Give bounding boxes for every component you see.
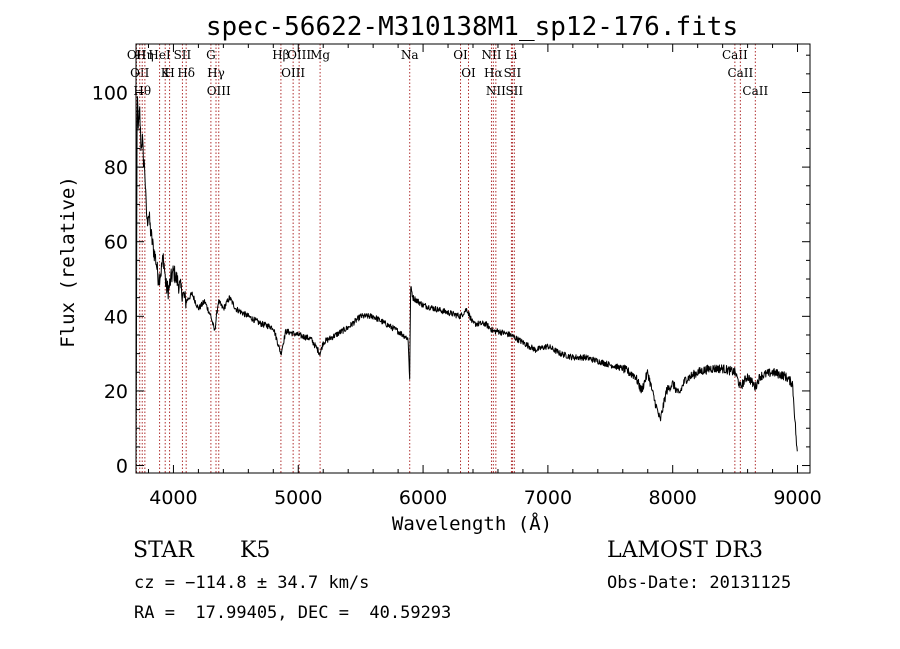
line-label: CaII (742, 84, 768, 98)
line-label: SII (174, 48, 192, 62)
line-label: H (164, 66, 174, 80)
flux-line (135, 96, 798, 463)
line-label: SII (504, 66, 522, 80)
line-label: OI (461, 66, 476, 80)
y-tick-label: 40 (104, 306, 128, 328)
line-label: OII (130, 66, 150, 80)
line-label: NII (481, 48, 501, 62)
class-label: STAR (133, 538, 194, 563)
line-label: Na (401, 48, 419, 62)
line-label: Hθ (133, 84, 151, 98)
line-label: Hδ (177, 66, 195, 80)
x-tick-label: 7000 (524, 487, 572, 509)
line-label: CaII (727, 66, 753, 80)
y-tick-label: 0 (116, 456, 128, 478)
line-label: CaII (722, 48, 748, 62)
line-label: SII (505, 84, 523, 98)
line-label: Mg (310, 48, 330, 62)
x-axis-label: Wavelength (Å) (392, 512, 552, 535)
subclass-label: K5 (240, 538, 271, 563)
line-label: Hη (136, 48, 154, 62)
x-tick-label: 8000 (649, 487, 697, 509)
flux-series (135, 96, 798, 463)
line-label: HeI (148, 48, 171, 62)
x-tick-label: 4000 (149, 487, 197, 509)
survey-label: LAMOST DR3 (607, 538, 763, 563)
y-tick-label: 100 (92, 82, 128, 104)
x-tick-label: 9000 (773, 487, 821, 509)
line-label: OIII (207, 84, 231, 98)
line-label: Hγ (207, 66, 225, 80)
line-label: Hα (484, 66, 503, 80)
x-tick-label: 6000 (399, 487, 447, 509)
coords-text: RA = 17.99405, DEC = 40.59293 (134, 603, 452, 623)
line-label: OI (453, 48, 468, 62)
line-label: K (161, 66, 171, 80)
axis-ticks: 4000 5000 6000 7000 8000 9000 0 20 40 60 80 100 (92, 44, 822, 509)
line-label: OIII (287, 48, 311, 62)
y-tick-label: 60 (104, 232, 128, 254)
obs-date-text: Obs-Date: 20131125 (607, 573, 792, 593)
chart-title: spec-56622-M310138M1_sp12-176.fits (206, 12, 738, 42)
redshift-text: cz = −114.8 ± 34.7 km/s (134, 573, 370, 593)
y-tick-label: 20 (104, 381, 128, 403)
line-label: Li (506, 48, 518, 62)
line-label: OIII (281, 66, 305, 80)
line-label: G (206, 48, 216, 62)
plot-frame (135, 43, 811, 474)
y-tick-label: 80 (104, 157, 128, 179)
line-label: Hβ (272, 48, 289, 62)
x-tick-label: 5000 (274, 487, 322, 509)
line-label: NII (486, 84, 506, 98)
y-axis-label: Flux (relative) (57, 176, 79, 348)
